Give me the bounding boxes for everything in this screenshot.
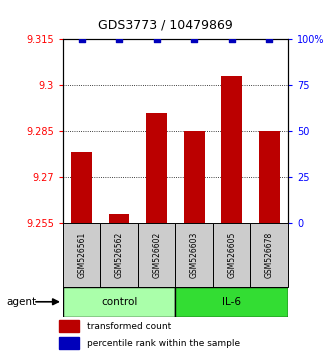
Text: GSM526603: GSM526603 (190, 232, 199, 278)
Point (154, 36, 159, 42)
Text: GSM526561: GSM526561 (77, 232, 86, 278)
Bar (221, 76, 242, 223)
FancyBboxPatch shape (138, 223, 175, 287)
Text: agent: agent (7, 297, 37, 307)
Point (192, 36, 197, 42)
FancyBboxPatch shape (100, 223, 138, 287)
Point (229, 36, 234, 42)
FancyBboxPatch shape (63, 287, 175, 317)
Text: GSM526562: GSM526562 (115, 232, 124, 278)
FancyBboxPatch shape (213, 223, 251, 287)
Text: percentile rank within the sample: percentile rank within the sample (87, 338, 240, 348)
Bar (109, 214, 129, 223)
Text: IL-6: IL-6 (222, 297, 241, 307)
Point (117, 36, 122, 42)
Point (266, 36, 272, 42)
FancyBboxPatch shape (251, 223, 288, 287)
Bar (259, 131, 279, 223)
Text: control: control (101, 297, 137, 307)
Bar (59, 320, 79, 332)
Text: GDS3773 / 10479869: GDS3773 / 10479869 (98, 19, 233, 32)
FancyBboxPatch shape (175, 287, 288, 317)
Bar (184, 131, 205, 223)
Text: GSM526678: GSM526678 (265, 232, 274, 278)
FancyBboxPatch shape (175, 223, 213, 287)
Bar (71, 153, 92, 223)
Text: GSM526602: GSM526602 (152, 232, 161, 278)
Bar (146, 113, 167, 223)
Bar (59, 337, 79, 349)
Text: GSM526605: GSM526605 (227, 232, 236, 278)
FancyBboxPatch shape (63, 223, 100, 287)
Point (79, 36, 84, 42)
Text: transformed count: transformed count (87, 321, 171, 331)
